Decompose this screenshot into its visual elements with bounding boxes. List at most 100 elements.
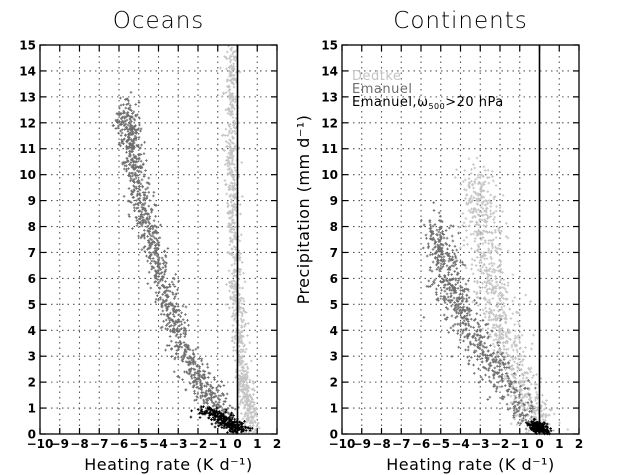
scatter-point (132, 141, 136, 145)
scatter-point (462, 180, 465, 183)
scatter-point (499, 278, 502, 282)
scatter-point (234, 59, 237, 62)
scatter-point (536, 429, 540, 433)
scatter-point (146, 224, 150, 228)
scatter-point (228, 195, 232, 198)
scatter-point (229, 48, 233, 52)
scatter-point (145, 254, 148, 258)
scatter-point (468, 332, 471, 336)
scatter-point (490, 329, 494, 333)
scatter-point (184, 388, 188, 391)
scatter-point (524, 355, 528, 358)
scatter-point (492, 374, 495, 378)
scatter-point (487, 242, 490, 245)
scatter-point (457, 279, 460, 282)
scatter-point (470, 180, 473, 183)
scatter-point (466, 335, 470, 338)
scatter-point (447, 259, 451, 263)
scatter-point (505, 291, 509, 294)
scatter-point (492, 376, 496, 380)
scatter-point (175, 333, 179, 336)
scatter-point (132, 196, 135, 199)
scatter-point (227, 269, 231, 273)
scatter-point (476, 321, 479, 325)
scatter-point (233, 178, 236, 182)
scatter-point (134, 202, 137, 206)
scatter-point (143, 236, 146, 240)
scatter-point (190, 375, 193, 378)
scatter-point (233, 208, 237, 212)
x-tick-label: 1 (253, 437, 261, 451)
scatter-point (488, 318, 491, 322)
scatter-point (467, 296, 471, 299)
scatter-point (486, 168, 490, 172)
scatter-point (470, 247, 473, 250)
scatter-point (480, 231, 483, 234)
scatter-point (450, 299, 454, 302)
scatter-point (246, 389, 249, 393)
scatter-point (150, 259, 154, 263)
scatter-point (183, 327, 187, 330)
scatter-point (127, 167, 130, 170)
scatter-point (149, 234, 153, 238)
scatter-point (455, 248, 458, 252)
scatter-point (463, 188, 466, 191)
scatter-point (148, 222, 151, 225)
scatter-point (175, 344, 179, 347)
scatter-point (227, 151, 230, 155)
scatter-point (154, 269, 158, 273)
scatter-point (517, 421, 520, 425)
scatter-point (125, 164, 128, 168)
scatter-point (438, 269, 441, 273)
scatter-point (544, 415, 547, 419)
scatter-point (502, 286, 505, 290)
scatter-point (489, 274, 493, 278)
scatter-point (483, 180, 487, 184)
scatter-point (201, 410, 204, 413)
scatter-point (511, 312, 515, 315)
scatter-point (491, 246, 494, 250)
scatter-point (444, 229, 448, 232)
x-tick-label: −6 (110, 437, 128, 451)
scatter-point (160, 256, 164, 260)
scatter-point (476, 213, 480, 217)
scatter-point (248, 416, 251, 419)
scatter-point (127, 187, 131, 190)
scatter-point (465, 297, 468, 301)
scatter-point (558, 421, 561, 425)
scatter-point (257, 421, 260, 425)
scatter-point (445, 287, 449, 291)
scatter-point (526, 422, 530, 425)
scatter-point (461, 292, 464, 296)
scatter-point (139, 146, 142, 150)
scatter-point (228, 163, 231, 167)
scatter-point (507, 377, 511, 380)
scatter-point (520, 398, 523, 402)
scatter-point (485, 290, 488, 293)
scatter-point (138, 188, 142, 192)
scatter-point (464, 217, 468, 220)
scatter-point (218, 411, 221, 415)
scatter-point (427, 279, 431, 283)
scatter-point (230, 413, 233, 417)
scatter-point (450, 273, 453, 276)
scatter-point (158, 267, 162, 270)
x-tick-label: −10 (329, 437, 356, 451)
scatter-point (443, 274, 446, 277)
scatter-point (472, 290, 476, 293)
scatter-point (232, 147, 236, 150)
scatter-point (549, 427, 552, 430)
scatter-point (115, 112, 119, 115)
y-tick-label: 1 (330, 402, 338, 416)
scatter-point (432, 201, 435, 204)
scatter-point (479, 296, 482, 300)
scatter-point (472, 163, 475, 166)
scatter-point (232, 346, 235, 349)
scatter-point (474, 264, 478, 267)
scatter-point (120, 138, 123, 142)
scatter-point (438, 250, 442, 253)
scatter-point (472, 232, 475, 236)
scatter-point (240, 339, 243, 343)
scatter-point (147, 176, 151, 180)
scatter-point (487, 335, 490, 338)
